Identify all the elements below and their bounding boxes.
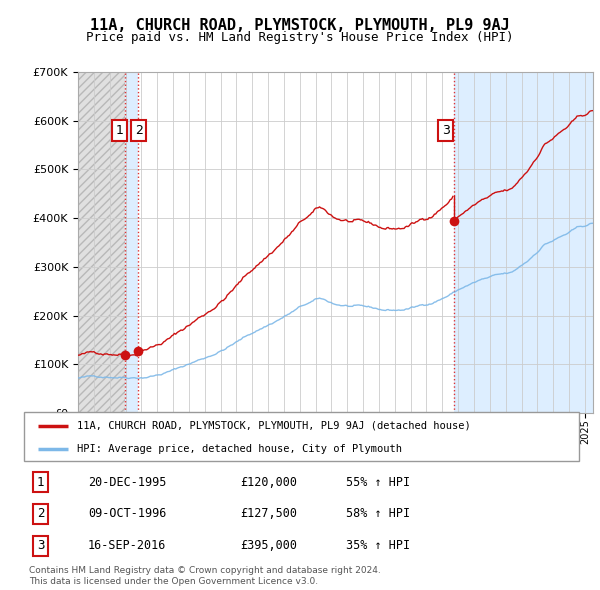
Bar xyxy=(454,72,593,413)
Text: Price paid vs. HM Land Registry's House Price Index (HPI): Price paid vs. HM Land Registry's House … xyxy=(86,31,514,44)
Text: 3: 3 xyxy=(37,539,44,552)
Text: 58% ↑ HPI: 58% ↑ HPI xyxy=(346,507,410,520)
FancyBboxPatch shape xyxy=(24,412,579,461)
Bar xyxy=(125,72,138,413)
Text: This data is licensed under the Open Government Licence v3.0.: This data is licensed under the Open Gov… xyxy=(29,577,318,586)
Text: 11A, CHURCH ROAD, PLYMSTOCK, PLYMOUTH, PL9 9AJ: 11A, CHURCH ROAD, PLYMSTOCK, PLYMOUTH, P… xyxy=(90,18,510,32)
Text: 55% ↑ HPI: 55% ↑ HPI xyxy=(346,476,410,489)
Text: HPI: Average price, detached house, City of Plymouth: HPI: Average price, detached house, City… xyxy=(77,444,402,454)
Text: 2: 2 xyxy=(135,124,143,137)
Text: 3: 3 xyxy=(442,124,449,137)
Text: 1: 1 xyxy=(116,124,124,137)
Text: 20-DEC-1995: 20-DEC-1995 xyxy=(88,476,166,489)
Text: Contains HM Land Registry data © Crown copyright and database right 2024.: Contains HM Land Registry data © Crown c… xyxy=(29,566,380,575)
Bar xyxy=(125,72,138,413)
Bar xyxy=(78,72,125,413)
Text: £127,500: £127,500 xyxy=(241,507,298,520)
Text: 16-SEP-2016: 16-SEP-2016 xyxy=(88,539,166,552)
Text: 35% ↑ HPI: 35% ↑ HPI xyxy=(346,539,410,552)
Text: 2: 2 xyxy=(37,507,44,520)
Text: £120,000: £120,000 xyxy=(241,476,298,489)
Bar xyxy=(78,72,125,413)
Text: £395,000: £395,000 xyxy=(241,539,298,552)
Text: 11A, CHURCH ROAD, PLYMSTOCK, PLYMOUTH, PL9 9AJ (detached house): 11A, CHURCH ROAD, PLYMSTOCK, PLYMOUTH, P… xyxy=(77,421,470,431)
Text: 09-OCT-1996: 09-OCT-1996 xyxy=(88,507,166,520)
Text: 1: 1 xyxy=(37,476,44,489)
Bar xyxy=(454,72,593,413)
